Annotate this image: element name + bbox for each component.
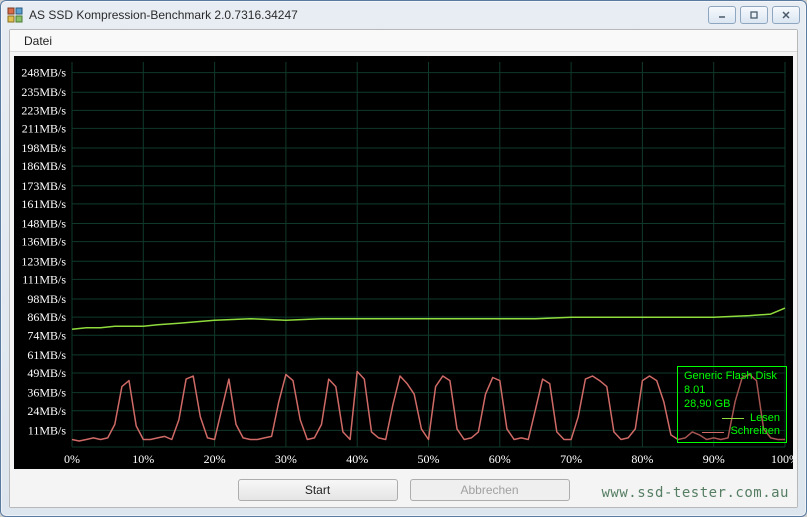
legend-device: Generic Flash Disk	[684, 370, 780, 384]
svg-text:10%: 10%	[132, 452, 154, 466]
svg-text:211MB/s: 211MB/s	[22, 121, 67, 135]
close-button[interactable]	[772, 6, 800, 24]
svg-text:123MB/s: 123MB/s	[21, 254, 66, 268]
svg-text:223MB/s: 223MB/s	[21, 103, 66, 117]
svg-text:248MB/s: 248MB/s	[21, 66, 66, 80]
svg-text:40%: 40%	[346, 452, 368, 466]
svg-text:98MB/s: 98MB/s	[27, 292, 66, 306]
legend-read-row: Lesen	[684, 412, 780, 426]
svg-text:173MB/s: 173MB/s	[21, 179, 66, 193]
svg-text:50%: 50%	[418, 452, 440, 466]
window-title: AS SSD Kompression-Benchmark 2.0.7316.34…	[29, 8, 702, 22]
window-controls	[708, 6, 800, 24]
start-button[interactable]: Start	[238, 479, 398, 501]
button-bar: Start Abbrechen www.ssd-tester.com.au	[10, 473, 797, 507]
svg-text:0%: 0%	[64, 452, 80, 466]
svg-text:86MB/s: 86MB/s	[27, 310, 66, 324]
svg-text:74MB/s: 74MB/s	[27, 328, 66, 342]
svg-text:100%: 100%	[771, 452, 793, 466]
legend-write-row: Schreiben	[684, 425, 780, 439]
legend-version: 8.01	[684, 384, 780, 398]
svg-text:49MB/s: 49MB/s	[27, 366, 66, 380]
legend-read-swatch	[722, 418, 744, 419]
menu-file[interactable]: Datei	[18, 32, 58, 50]
svg-text:136MB/s: 136MB/s	[21, 235, 66, 249]
chart-legend: Generic Flash Disk 8.01 28,90 GB Lesen S…	[677, 366, 787, 443]
titlebar[interactable]: AS SSD Kompression-Benchmark 2.0.7316.34…	[1, 1, 806, 29]
svg-text:198MB/s: 198MB/s	[21, 141, 66, 155]
svg-text:11MB/s: 11MB/s	[28, 423, 67, 437]
svg-text:60%: 60%	[489, 452, 511, 466]
legend-capacity: 28,90 GB	[684, 398, 780, 412]
svg-text:30%: 30%	[275, 452, 297, 466]
svg-text:161MB/s: 161MB/s	[21, 197, 66, 211]
menubar: Datei	[10, 30, 797, 52]
legend-write-swatch	[702, 432, 724, 433]
app-icon	[7, 7, 23, 23]
watermark-text: www.ssd-tester.com.au	[601, 485, 789, 501]
chart-area: 11MB/s 24MB/s 36MB/s 49MB/s 61MB/s 74MB/s 86MB…	[14, 56, 793, 469]
app-window: AS SSD Kompression-Benchmark 2.0.7316.34…	[0, 0, 807, 517]
svg-text:36MB/s: 36MB/s	[27, 386, 66, 400]
maximize-button[interactable]	[740, 6, 768, 24]
svg-text:111MB/s: 111MB/s	[22, 272, 66, 286]
svg-text:20%: 20%	[204, 452, 226, 466]
svg-text:148MB/s: 148MB/s	[21, 217, 66, 231]
svg-text:80%: 80%	[631, 452, 653, 466]
svg-text:90%: 90%	[703, 452, 725, 466]
svg-text:70%: 70%	[560, 452, 582, 466]
legend-read-label: Lesen	[750, 412, 780, 426]
svg-text:61MB/s: 61MB/s	[27, 348, 66, 362]
svg-text:24MB/s: 24MB/s	[27, 404, 66, 418]
minimize-button[interactable]	[708, 6, 736, 24]
legend-write-label: Schreiben	[730, 425, 780, 439]
svg-text:235MB/s: 235MB/s	[21, 85, 66, 99]
svg-text:186MB/s: 186MB/s	[21, 159, 66, 173]
abort-button[interactable]: Abbrechen	[410, 479, 570, 501]
client-area: Datei 11MB/s 24MB/s 36MB/s 49MB/s 61MB/s 74MB…	[9, 29, 798, 508]
